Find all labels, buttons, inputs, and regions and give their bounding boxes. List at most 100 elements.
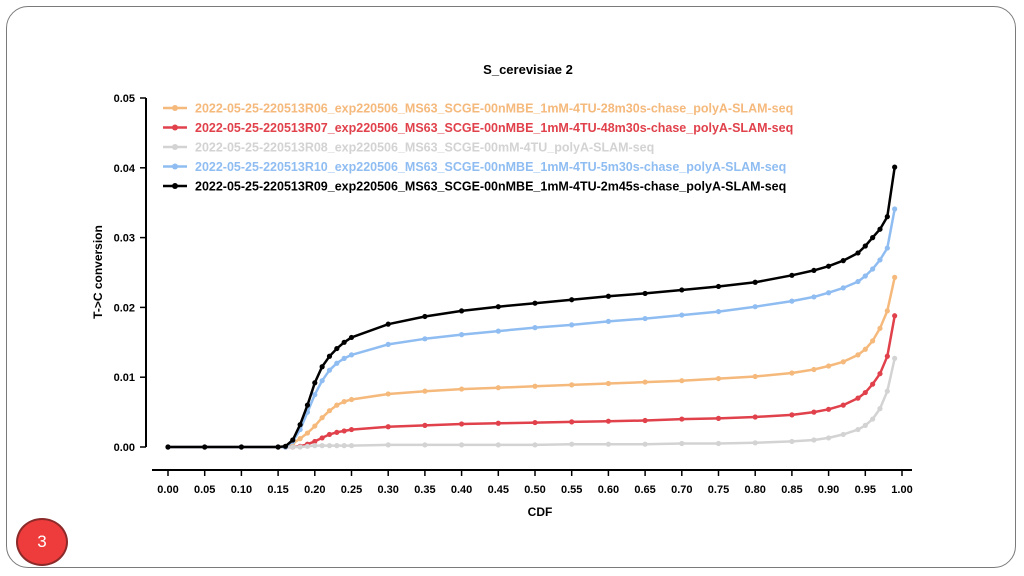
- data-point: [715, 283, 722, 290]
- data-point: [840, 285, 846, 291]
- series-3: [165, 355, 898, 450]
- legend-item-3: 2022-05-25-220513R08_exp220506_MS63_SCGE…: [163, 141, 654, 155]
- data-point: [459, 386, 465, 392]
- data-point: [304, 430, 311, 436]
- data-point: [459, 421, 465, 427]
- data-point: [341, 443, 347, 449]
- data-point: [569, 441, 575, 447]
- data-point: [341, 428, 347, 434]
- data-point: [862, 422, 868, 428]
- data-point: [297, 422, 303, 428]
- data-point: [290, 437, 296, 443]
- data-point: [855, 278, 861, 285]
- data-point: [884, 245, 890, 251]
- legend-item-2: 2022-05-25-220513R07_exp220506_MS63_SCGE…: [163, 121, 793, 135]
- data-point: [752, 373, 758, 380]
- data-point: [312, 380, 318, 386]
- y-tick-label: 0.01: [114, 372, 135, 384]
- data-point: [495, 385, 501, 391]
- legend-swatch-marker: [172, 124, 178, 131]
- data-point: [495, 328, 501, 334]
- data-point: [752, 440, 758, 446]
- data-point: [715, 308, 722, 315]
- data-point: [826, 290, 832, 296]
- data-point: [532, 419, 538, 426]
- data-point: [385, 321, 391, 327]
- x-tick-label: 0.90: [818, 484, 839, 496]
- data-point: [348, 396, 355, 403]
- data-point: [319, 443, 325, 449]
- data-point: [811, 437, 817, 443]
- x-tick-label: 0.55: [561, 484, 582, 496]
- data-point: [855, 426, 861, 433]
- legend-swatch-marker: [172, 183, 178, 189]
- data-point: [605, 293, 612, 299]
- data-point: [495, 304, 501, 310]
- data-point: [532, 300, 538, 306]
- data-point: [348, 334, 355, 341]
- data-point: [319, 415, 325, 421]
- x-tick-label: 0.25: [341, 484, 362, 496]
- data-point: [605, 441, 612, 447]
- x-axis-label: CDF: [528, 505, 553, 519]
- series-line: [168, 166, 896, 449]
- data-point: [326, 367, 333, 373]
- data-point: [892, 274, 898, 280]
- data-point: [569, 419, 575, 425]
- data-point: [884, 214, 890, 220]
- series-2: [165, 313, 898, 450]
- data-point: [605, 318, 612, 324]
- data-point: [275, 444, 281, 450]
- data-point: [840, 431, 846, 438]
- x-tick-label: 0.75: [708, 484, 729, 496]
- data-point: [789, 272, 795, 278]
- x-tick-label: 0.20: [304, 484, 325, 496]
- data-point: [297, 444, 303, 450]
- data-point: [826, 263, 832, 269]
- x-tick-label: 0.95: [855, 484, 876, 496]
- data-point: [789, 438, 795, 445]
- data-point: [165, 444, 171, 450]
- data-point: [326, 408, 333, 414]
- data-point: [892, 206, 898, 212]
- data-point: [811, 409, 817, 415]
- axes: 0.00 0.05 0.10 0.15 0.20 0.25 0.30 0.35 0.40 0.45…: [114, 93, 913, 496]
- legend-label: 2022-05-25-220513R08_exp220506_MS63_SCGE…: [195, 141, 654, 155]
- series-line: [168, 208, 896, 449]
- data-point: [884, 353, 890, 359]
- data-point: [459, 308, 465, 314]
- legend-label: 2022-05-25-220513R09_exp220506_MS63_SCGE…: [195, 180, 786, 194]
- data-point: [341, 355, 347, 361]
- data-point: [870, 338, 876, 344]
- x-tick-label: 0.70: [671, 484, 692, 496]
- data-point: [884, 388, 890, 394]
- data-point: [892, 164, 898, 170]
- page-number-badge: 3: [16, 518, 68, 566]
- data-point: [290, 444, 296, 450]
- data-point: [840, 359, 846, 365]
- data-point: [642, 417, 648, 424]
- series-4: [165, 206, 898, 450]
- data-point: [334, 429, 340, 435]
- data-point: [319, 364, 325, 370]
- data-point: [877, 406, 883, 412]
- data-point: [826, 435, 832, 441]
- data-point: [870, 235, 876, 241]
- data-point: [569, 322, 575, 328]
- data-point: [319, 378, 325, 384]
- x-tick-label: 1.00: [891, 484, 912, 496]
- data-point: [532, 383, 538, 389]
- data-point: [304, 402, 311, 408]
- y-tick-label: 0.04: [114, 163, 136, 175]
- data-point: [840, 402, 846, 408]
- data-point: [495, 442, 501, 448]
- data-point: [870, 381, 876, 387]
- data-point: [334, 345, 340, 352]
- x-tick-label: 0.10: [231, 484, 252, 496]
- data-point: [385, 424, 391, 430]
- legend-swatch-marker: [172, 144, 178, 150]
- data-point: [642, 379, 648, 385]
- data-point: [348, 426, 355, 433]
- series-layer: [165, 164, 898, 450]
